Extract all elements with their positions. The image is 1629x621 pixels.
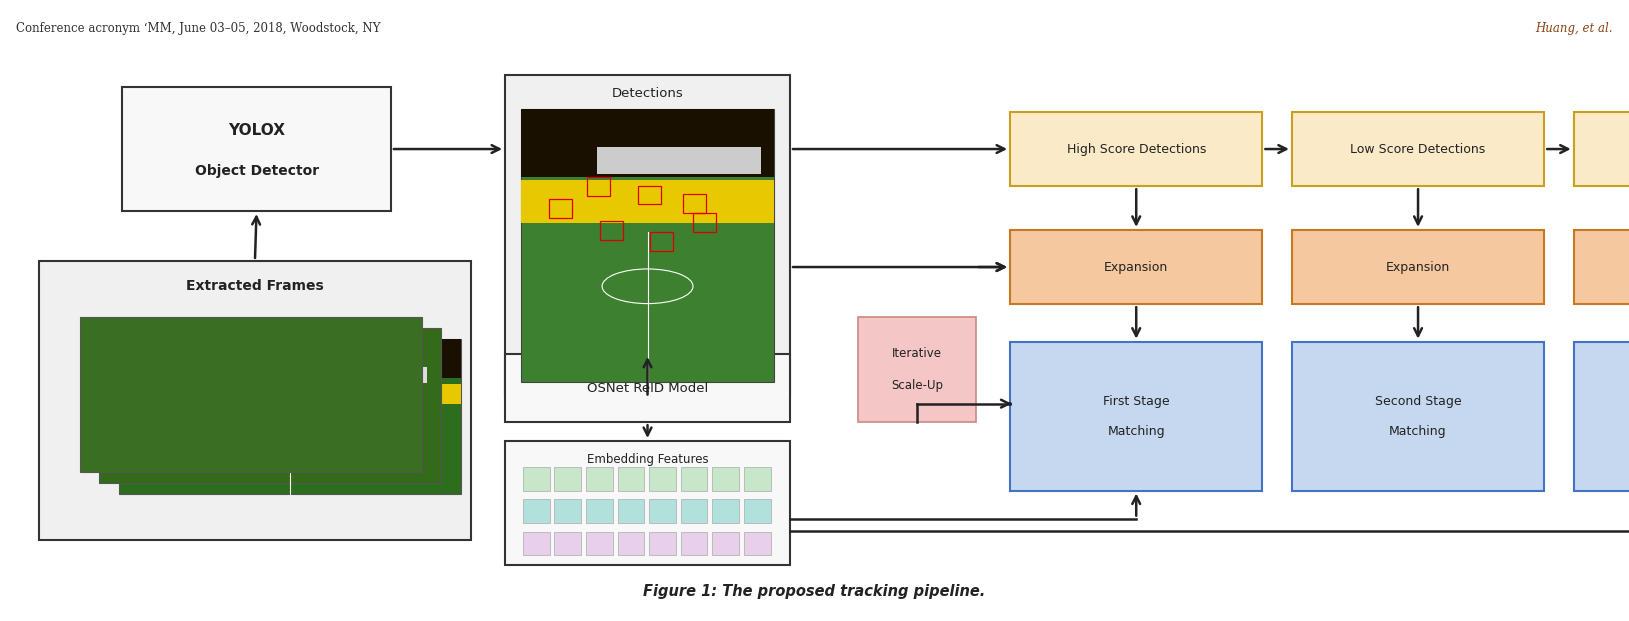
FancyBboxPatch shape: [744, 532, 771, 555]
Text: Iterative: Iterative: [893, 348, 942, 360]
Text: Extracted Frames: Extracted Frames: [186, 279, 324, 292]
FancyBboxPatch shape: [681, 467, 707, 491]
FancyBboxPatch shape: [617, 467, 643, 491]
FancyBboxPatch shape: [586, 467, 613, 491]
FancyBboxPatch shape: [521, 179, 774, 224]
FancyBboxPatch shape: [119, 384, 461, 404]
FancyBboxPatch shape: [99, 328, 441, 483]
FancyBboxPatch shape: [256, 367, 427, 383]
FancyBboxPatch shape: [505, 441, 790, 565]
FancyBboxPatch shape: [712, 499, 740, 523]
FancyBboxPatch shape: [1574, 112, 1629, 186]
FancyBboxPatch shape: [39, 261, 471, 540]
Text: Huang, et al.: Huang, et al.: [1535, 22, 1613, 35]
FancyBboxPatch shape: [681, 532, 707, 555]
Text: High Score Detections: High Score Detections: [1067, 143, 1205, 155]
Text: Expansion: Expansion: [1104, 261, 1168, 273]
FancyBboxPatch shape: [1574, 342, 1629, 491]
Text: Figure 1: The proposed tracking pipeline.: Figure 1: The proposed tracking pipeline…: [643, 584, 986, 599]
FancyBboxPatch shape: [648, 532, 676, 555]
FancyBboxPatch shape: [586, 532, 613, 555]
FancyBboxPatch shape: [1292, 112, 1544, 186]
FancyBboxPatch shape: [744, 467, 771, 491]
Text: Detections: Detections: [611, 87, 684, 99]
FancyBboxPatch shape: [712, 532, 740, 555]
FancyBboxPatch shape: [122, 87, 391, 211]
FancyBboxPatch shape: [648, 499, 676, 523]
FancyBboxPatch shape: [1292, 342, 1544, 491]
FancyBboxPatch shape: [1010, 342, 1262, 491]
Text: Low Score Detections: Low Score Detections: [1350, 143, 1486, 155]
FancyBboxPatch shape: [681, 499, 707, 523]
FancyBboxPatch shape: [617, 499, 643, 523]
Text: Expansion: Expansion: [1386, 261, 1450, 273]
Text: OSNet ReID Model: OSNet ReID Model: [586, 382, 709, 394]
FancyBboxPatch shape: [119, 339, 461, 494]
FancyBboxPatch shape: [523, 532, 549, 555]
FancyBboxPatch shape: [648, 467, 676, 491]
FancyBboxPatch shape: [80, 317, 422, 472]
FancyBboxPatch shape: [617, 532, 643, 555]
Text: Scale-Up: Scale-Up: [891, 379, 943, 391]
FancyBboxPatch shape: [505, 75, 790, 397]
FancyBboxPatch shape: [554, 532, 582, 555]
FancyBboxPatch shape: [858, 317, 976, 422]
FancyBboxPatch shape: [1010, 230, 1262, 304]
FancyBboxPatch shape: [1010, 112, 1262, 186]
FancyBboxPatch shape: [1292, 230, 1544, 304]
FancyBboxPatch shape: [119, 339, 461, 378]
FancyBboxPatch shape: [505, 354, 790, 422]
FancyBboxPatch shape: [523, 467, 549, 491]
FancyBboxPatch shape: [554, 499, 582, 523]
FancyBboxPatch shape: [586, 499, 613, 523]
FancyBboxPatch shape: [712, 467, 740, 491]
Text: Second Stage

Matching: Second Stage Matching: [1375, 394, 1461, 438]
FancyBboxPatch shape: [1574, 230, 1629, 304]
FancyBboxPatch shape: [521, 109, 774, 177]
FancyBboxPatch shape: [521, 109, 774, 382]
Text: Embedding Features: Embedding Features: [586, 453, 709, 466]
Text: Object Detector: Object Detector: [194, 164, 319, 178]
Text: Conference acronym ‘MM, June 03–05, 2018, Woodstock, NY: Conference acronym ‘MM, June 03–05, 2018…: [16, 22, 381, 35]
FancyBboxPatch shape: [554, 467, 582, 491]
FancyBboxPatch shape: [523, 499, 549, 523]
Text: First Stage

Matching: First Stage Matching: [1103, 394, 1170, 438]
FancyBboxPatch shape: [744, 499, 771, 523]
FancyBboxPatch shape: [596, 147, 761, 175]
Text: YOLOX: YOLOX: [228, 123, 285, 138]
